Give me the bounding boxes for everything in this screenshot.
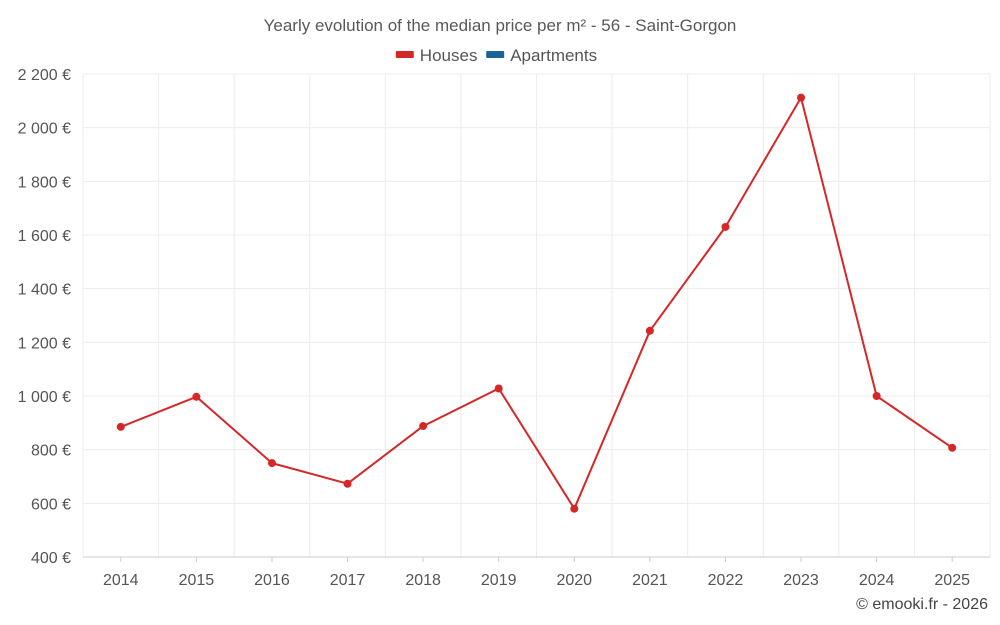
- credit-label: © emooki.fr - 2026: [856, 596, 988, 613]
- y-tick-label: 1 600 €: [18, 228, 71, 245]
- x-tick-label: 2020: [556, 572, 592, 589]
- x-tick-label: 2025: [934, 572, 970, 589]
- data-point[interactable]: [343, 479, 352, 488]
- legend-label[interactable]: Houses: [420, 46, 478, 65]
- data-point[interactable]: [948, 443, 957, 452]
- y-tick-label: 1 400 €: [18, 282, 71, 299]
- series-layer: [116, 93, 957, 513]
- y-tick-label: 600 €: [31, 496, 71, 513]
- legend-swatch[interactable]: [395, 51, 414, 58]
- data-point[interactable]: [872, 392, 881, 400]
- y-axis: 400 € 600 € 800 € 1 000 € 1 200 € 1 400 € 1 60…: [18, 67, 71, 567]
- x-tick-label: 2022: [708, 572, 744, 589]
- data-point[interactable]: [192, 392, 201, 401]
- legend: Houses Apartments: [395, 46, 597, 65]
- legend-swatch[interactable]: [486, 51, 505, 58]
- x-tick-label: 2023: [783, 572, 819, 589]
- y-tick-label: 1 200 €: [18, 335, 71, 352]
- data-point[interactable]: [797, 93, 806, 102]
- x-axis: 2014 2015 2016 2017 2018 2019 2020 2021 2022 2023…: [103, 557, 970, 589]
- y-tick-label: 800 €: [31, 443, 71, 460]
- data-point[interactable]: [419, 422, 428, 431]
- data-point[interactable]: [721, 222, 730, 231]
- y-tick-label: 2 200 €: [18, 67, 71, 84]
- x-tick-label: 2017: [330, 572, 366, 589]
- legend-label[interactable]: Apartments: [510, 46, 597, 65]
- x-tick-label: 2024: [859, 572, 895, 589]
- x-tick-label: 2016: [254, 572, 290, 589]
- data-point[interactable]: [116, 422, 125, 431]
- x-tick-label: 2014: [103, 572, 139, 589]
- chart-title: Yearly evolution of the median price per…: [264, 16, 737, 35]
- x-tick-label: 2019: [481, 572, 517, 589]
- x-tick-label: 2015: [179, 572, 215, 589]
- x-tick-label: 2021: [632, 572, 668, 589]
- data-point[interactable]: [645, 326, 654, 335]
- y-tick-label: 1 800 €: [18, 174, 71, 191]
- x-tick-label: 2018: [405, 572, 441, 589]
- data-point[interactable]: [570, 504, 579, 513]
- y-tick-label: 400 €: [31, 550, 71, 567]
- y-tick-label: 2 000 €: [18, 121, 71, 138]
- data-point[interactable]: [494, 384, 503, 393]
- grid: [82, 73, 991, 558]
- data-point[interactable]: [267, 459, 276, 468]
- y-tick-label: 1 000 €: [18, 389, 71, 406]
- series-line-houses: [120, 96, 953, 510]
